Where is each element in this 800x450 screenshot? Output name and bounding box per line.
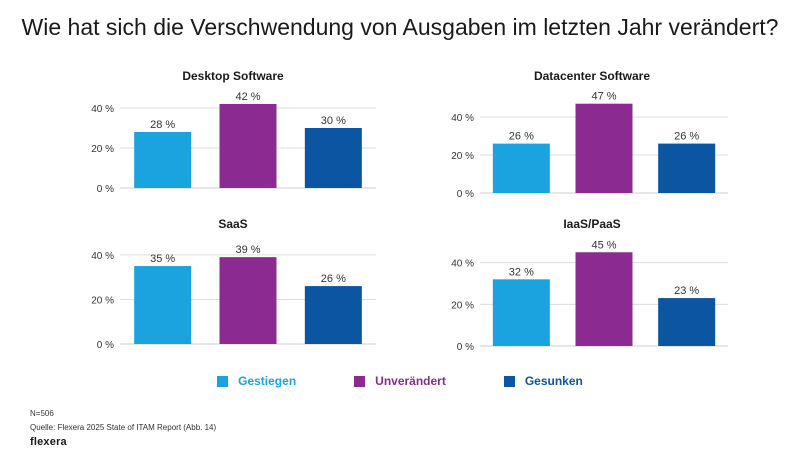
bar <box>658 298 716 346</box>
y-tick-label: 20 % <box>451 151 474 162</box>
bar <box>575 252 633 346</box>
y-tick-label: 40 % <box>451 113 474 124</box>
chart-title: SaaS <box>218 217 247 231</box>
bar <box>304 128 362 188</box>
legend: Gestiegen Unverändert Gesunken <box>0 374 800 388</box>
bar-value-label: 23 % <box>674 285 699 297</box>
y-tick-label: 40 % <box>91 104 114 115</box>
legend-item-gesunken: Gesunken <box>503 374 583 388</box>
source-note: Quelle: Flexera 2025 State of ITAM Repor… <box>30 423 217 432</box>
legend-swatch-gestiegen <box>217 375 229 387</box>
bar-value-label: 26 % <box>674 131 699 143</box>
bar <box>134 132 192 188</box>
chart-title: Desktop Software <box>182 69 284 83</box>
y-tick-label: 40 % <box>91 251 114 262</box>
legend-label-gesunken: Gesunken <box>524 374 583 388</box>
y-tick-label: 0 % <box>97 340 114 351</box>
chart-title: Datacenter Software <box>534 69 650 83</box>
bar-value-label: 42 % <box>235 91 260 103</box>
bar-value-label: 28 % <box>150 119 175 131</box>
y-tick-label: 20 % <box>451 300 474 311</box>
y-tick-label: 20 % <box>91 144 114 155</box>
bar <box>304 286 362 344</box>
bar-value-label: 45 % <box>591 239 616 251</box>
sample-size-note: N=506 <box>30 409 54 418</box>
bar <box>492 143 550 193</box>
legend-swatch-unveraendert <box>354 375 366 387</box>
bar-value-label: 32 % <box>509 266 534 278</box>
bar-value-label: 30 % <box>321 115 346 127</box>
bar-value-label: 35 % <box>150 253 175 265</box>
page-title: Wie hat sich die Verschwendung von Ausga… <box>21 14 779 40</box>
bar <box>219 257 277 344</box>
bar <box>492 279 550 346</box>
y-tick-label: 40 % <box>451 259 474 270</box>
bar <box>575 103 633 193</box>
legend-label-gestiegen: Gestiegen <box>238 374 297 388</box>
y-tick-label: 0 % <box>457 189 474 200</box>
chart-title: IaaS/PaaS <box>563 217 620 231</box>
legend-label-unveraendert: Unverändert <box>375 374 446 388</box>
y-tick-label: 0 % <box>457 342 474 353</box>
legend-item-gestiegen: Gestiegen <box>217 374 296 388</box>
bar-value-label: 26 % <box>321 273 346 285</box>
bar-value-label: 39 % <box>235 244 260 256</box>
bar-value-label: 26 % <box>509 131 534 143</box>
bar <box>134 266 192 344</box>
bar-value-label: 47 % <box>591 91 616 103</box>
brand-logo: flexera <box>30 436 67 448</box>
legend-swatch-gesunken <box>503 375 515 387</box>
legend-item-unveraendert: Unverändert <box>354 374 446 388</box>
bar <box>658 143 716 193</box>
y-tick-label: 20 % <box>91 295 114 306</box>
y-tick-label: 0 % <box>97 184 114 195</box>
bar <box>219 104 277 188</box>
